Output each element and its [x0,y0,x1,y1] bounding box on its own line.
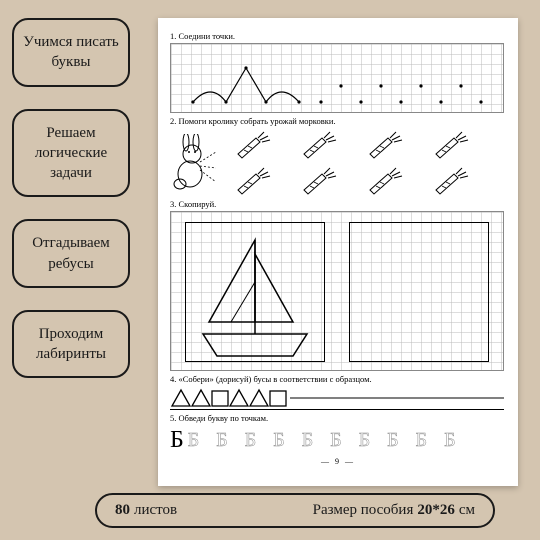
task4-pattern [170,386,504,410]
carrot-icon [234,128,274,160]
sheets-word: листов [134,502,177,519]
dotted-letters: Б Б Б Б Б Б Б Б Б Б [188,429,462,452]
task1-label: 1. Соедини точки. [170,31,506,41]
task5-label: 5. Обведи букву по точкам. [170,413,506,423]
badge-logic: Решаем логические задачи [12,109,130,198]
rabbit-icon [170,134,216,192]
task2-label: 2. Помоги кролику собрать урожай морковк… [170,116,506,126]
carrot-icon [432,164,472,196]
size-unit: см [459,502,475,519]
sheets-count: 80 [115,502,130,519]
carrot-icon [366,164,406,196]
task1-grid [170,43,504,113]
task3-frame-right [349,222,489,362]
carrot-icon [432,128,472,160]
task4-label: 4. «Собери» (дорисуй) бусы в соответстви… [170,374,506,384]
page-number: — 9 — [170,457,506,466]
sidebar: Учимся писать буквы Решаем логические за… [12,18,130,378]
carrot-icon [366,128,406,160]
badge-writing: Учимся писать буквы [12,18,130,87]
carrot-icon [234,164,274,196]
task3-boat [185,222,325,362]
letter-model: Б [170,427,184,454]
bottom-info-bar: 80 листов Размер пособия 20*26 см [95,493,495,528]
size-info: Размер пособия 20*26 см [313,502,475,519]
sheets-info: 80 листов [115,502,177,519]
badge-rebus: Отгадываем ребусы [12,219,130,288]
task2-area [170,128,504,196]
task3-grid [170,211,504,371]
size-label: Размер пособия [313,502,414,519]
size-value: 20*26 [417,502,455,519]
carrot-icon [300,128,340,160]
task5-area: Б Б Б Б Б Б Б Б Б Б Б [170,425,504,455]
carrot-icon [300,164,340,196]
worksheet-page: 1. Соедини точки. 2. Помоги кролику собр… [158,18,518,486]
badge-maze: Проходим лабиринты [12,310,130,379]
task4-shapes [170,386,504,410]
task3-label: 3. Скопируй. [170,199,506,209]
task1-wave [171,44,505,114]
